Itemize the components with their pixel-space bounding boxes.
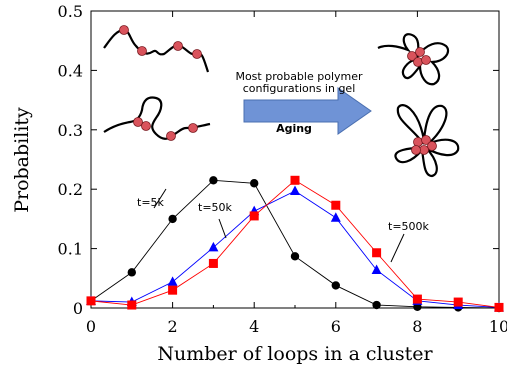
data-point-t=500k [249, 211, 259, 221]
y-tick-label: 0.2 [58, 180, 83, 199]
y-tick-label: 0.1 [58, 240, 83, 259]
data-point-t=500k [127, 300, 137, 310]
data-series [86, 175, 504, 313]
series-annotations: t=5k t=50k t=500k [137, 188, 430, 263]
t5k-label: t=5k [137, 196, 165, 209]
data-point-t=5k [372, 300, 381, 310]
data-point-t=500k [453, 297, 463, 307]
data-point-t=5k [290, 252, 300, 261]
data-point-t=50k [290, 185, 300, 195]
t50k-pointer [218, 218, 227, 239]
arrow-text-line2: configurations in gel [243, 82, 356, 95]
x-tick-label: 2 [168, 317, 178, 336]
y-tick-label: 0.5 [58, 2, 83, 21]
data-point-t=500k [168, 285, 178, 295]
x-axis-title: Number of loops in a cluster [157, 343, 433, 365]
data-point-t=50k [330, 212, 341, 222]
data-point-t=5k [209, 176, 218, 185]
polymer-chain-illustration-1 [103, 25, 210, 73]
data-point-t=500k [86, 296, 96, 306]
data-point-t=500k [494, 302, 504, 312]
aging-arrow: Most probable polymer configurations in … [235, 70, 372, 135]
data-point-t=500k [372, 248, 382, 258]
data-point-t=5k [127, 268, 136, 277]
data-point-t=5k [331, 281, 340, 290]
t500k-pointer [390, 233, 405, 263]
polymer-cluster-illustration-2 [394, 104, 460, 178]
t500k-label: t=500k [388, 220, 430, 233]
arrow-text-line1: Most probable polymer [235, 70, 363, 83]
x-tick-label: 4 [249, 317, 259, 336]
polymer-cluster-illustration-1 [377, 33, 450, 86]
data-point-t=500k [331, 200, 341, 210]
y-tick-label: 0.3 [58, 121, 83, 140]
x-tick-label: 0 [86, 317, 96, 336]
t5k-pointer [153, 188, 167, 209]
t50k-label: t=50k [198, 201, 233, 214]
data-point-t=5k [168, 214, 177, 224]
data-point-t=50k [371, 264, 382, 274]
data-point-t=50k [167, 276, 178, 286]
plot-frame [90, 10, 500, 309]
data-point-t=50k [208, 241, 219, 252]
x-tick-label: 8 [412, 317, 422, 336]
y-tick-label: 0 [73, 299, 83, 318]
data-point-t=500k [208, 258, 218, 268]
x-tick-label: 6 [331, 317, 341, 336]
data-point-t=500k [412, 294, 422, 304]
polymer-chain-illustration-2 [103, 96, 211, 141]
arrow-label-aging: Aging [276, 122, 312, 135]
data-point-t=5k [250, 179, 259, 188]
y-axis-title: Probability [11, 107, 33, 213]
data-point-t=500k [290, 175, 300, 185]
x-tick-label: 10 [489, 317, 507, 336]
y-tick-label: 0.4 [58, 61, 83, 80]
axis-ticks: 0 2 4 6 8 10 0 0.1 0.2 0.3 0.4 0.5 [58, 2, 507, 336]
